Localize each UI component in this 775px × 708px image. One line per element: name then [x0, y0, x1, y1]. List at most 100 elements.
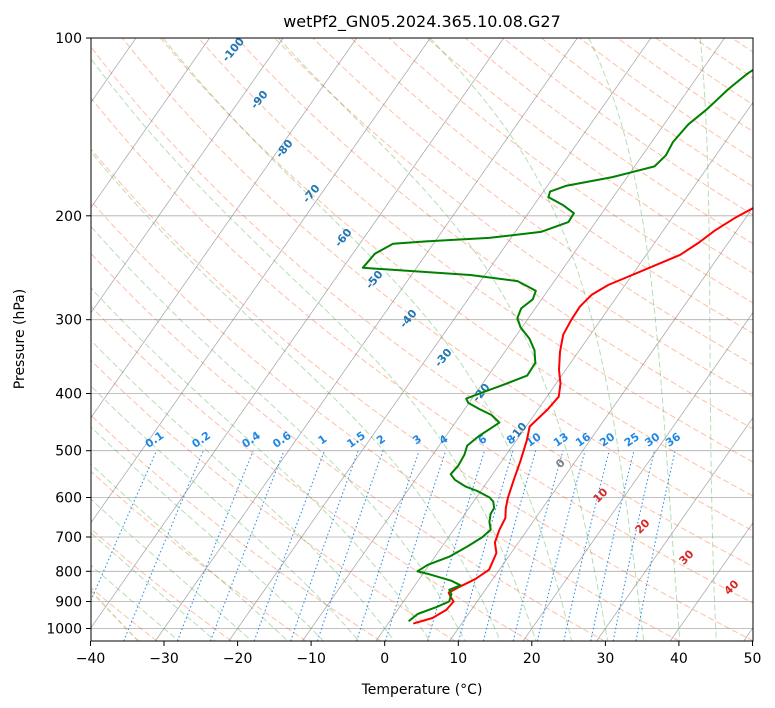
- moist-adiabat-line: [429, 38, 645, 641]
- y-tick-label: 500: [55, 444, 82, 460]
- mixing-ratio-line: [176, 450, 254, 641]
- mixing-ratio-label: 16: [573, 430, 593, 450]
- moist-adiabat-line: [91, 151, 501, 641]
- dry-adiabat-line: [91, 305, 531, 641]
- dry-adiabat-line: [617, 38, 753, 133]
- plot-area: 0.1 0.2 0.4 0.6 1 1.5 2 3 4 6 8 10 13 16 20 25 30 36-100-…: [0, 35, 753, 641]
- x-axis: −40 −30 −20 −10 0 10 20 30 40 50: [76, 641, 762, 667]
- y-axis: 100 200 300 400 500 600 700 800 900 1000: [46, 31, 91, 638]
- isotherm-line: [302, 38, 725, 641]
- dry-adiabat-line: [91, 200, 680, 641]
- mixing-ratio-label: 4: [437, 432, 451, 447]
- dry-adiabat-line: [0, 38, 8, 641]
- mixing-ratio-line: [458, 450, 514, 641]
- moist-adiabat-line: [91, 426, 324, 641]
- dry-adiabat-line: [91, 414, 381, 641]
- dry-adiabat-line: [91, 252, 605, 641]
- mixing-ratio-label: 0.2: [190, 429, 213, 451]
- y-tick-label: 400: [55, 387, 82, 403]
- x-tick-label: −40: [76, 651, 106, 667]
- moist-adiabat-line: [91, 463, 289, 641]
- isotherm-line: [669, 522, 753, 641]
- x-tick-label: 50: [744, 651, 762, 667]
- dry-adiabat-line: [350, 38, 753, 335]
- mixing-ratio-label: 0.1: [143, 429, 166, 451]
- x-tick-label: 0: [380, 651, 389, 667]
- dry-adiabat-line: [91, 470, 307, 641]
- mixing-ratio-label: 25: [622, 430, 642, 449]
- moist-adiabat-line: [91, 532, 216, 641]
- y-tick-label: 600: [55, 491, 82, 507]
- dry-adiabat-line: [579, 38, 753, 160]
- dry-adiabat-line: [91, 46, 753, 568]
- mixing-ratio-label: 13: [551, 430, 571, 449]
- moist-adiabat-line: [91, 498, 252, 641]
- mixing-ratio-line: [123, 450, 204, 641]
- dewpoint-profile-line: [361, 68, 753, 622]
- dry-adiabat-line: [388, 38, 753, 304]
- x-tick-label: −30: [149, 651, 179, 667]
- mixing-ratio-line: [356, 450, 420, 641]
- isotherm-line: [596, 416, 753, 641]
- dry-adiabat-label: -90: [248, 88, 271, 112]
- mixing-ratio-label: 0.4: [239, 429, 263, 451]
- dry-adiabat-label: -60: [332, 226, 355, 250]
- isotherm-line: [91, 38, 284, 314]
- dry-adiabat-line: [541, 38, 753, 188]
- mixing-ratio-line: [91, 450, 157, 602]
- moist-adiabat-line: [91, 225, 466, 641]
- x-tick-label: 20: [523, 651, 541, 667]
- x-tick-label: 30: [596, 651, 614, 667]
- isotherm-line: [0, 38, 63, 641]
- mixing-ratio-line: [316, 450, 384, 641]
- dry-adiabat-line: [91, 148, 753, 641]
- chart-title: wetPf2_GN05.2024.365.10.08.G27: [283, 12, 561, 32]
- isotherm-line: [449, 206, 753, 641]
- moist-adiabat-line: [162, 38, 573, 641]
- sounding-profiles: [361, 68, 753, 625]
- mixing-ratio-line: [290, 450, 359, 641]
- mixing-ratio-line: [253, 450, 325, 641]
- x-tick-label: −10: [296, 651, 326, 667]
- dry-adiabat-label: -40: [397, 307, 420, 331]
- x-tick-label: 10: [449, 651, 467, 667]
- y-tick-label: 1000: [46, 622, 82, 638]
- mixing-ratio-line: [427, 450, 485, 641]
- mixing-ratio-line: [563, 450, 610, 641]
- moist-adiabat-label: 20: [633, 516, 653, 536]
- moist-adiabat-line: [588, 38, 681, 641]
- isotherm-line: [154, 38, 578, 641]
- x-tick-label: 40: [670, 651, 688, 667]
- mixing-ratio-label: 2: [374, 432, 388, 447]
- x-tick-label: −20: [223, 651, 253, 667]
- moist-adiabat-line: [91, 57, 537, 641]
- dry-adiabat-line: [160, 38, 753, 497]
- moist-adiabat-line: [91, 385, 360, 641]
- dry-adiabat-label: -100: [219, 35, 247, 65]
- mixing-ratio-line: [536, 450, 586, 641]
- y-axis-label: Pressure (hPa): [12, 289, 28, 389]
- adiabat-lines: [0, 38, 753, 641]
- x-axis-label: Temperature (°C): [361, 682, 483, 698]
- moist-adiabat-line: [699, 38, 717, 641]
- isotherm-line: [91, 38, 358, 419]
- mixing-ratio-line: [384, 450, 447, 641]
- moist-adiabat-label: 40: [722, 577, 742, 597]
- dry-adiabat-line: [198, 38, 753, 463]
- y-tick-label: 900: [55, 595, 82, 611]
- dry-adiabat-label: -70: [300, 182, 323, 206]
- y-tick-label: 800: [55, 564, 82, 580]
- moist-adiabat-line: [91, 287, 431, 641]
- dry-adiabat-line: [91, 97, 753, 604]
- dry-adiabat-line: [91, 589, 139, 641]
- dry-adiabat-line: [91, 587, 158, 641]
- dry-adiabat-label: -80: [273, 137, 296, 161]
- mixing-ratio-line: [210, 450, 285, 641]
- moist-adiabat-line: [91, 564, 180, 641]
- moist-adiabat-line: [91, 339, 395, 641]
- y-tick-label: 200: [55, 209, 82, 225]
- mixing-ratio-line: [482, 450, 537, 641]
- dry-adiabat-line: [274, 38, 753, 397]
- mixing-ratio-label: 1: [316, 432, 330, 447]
- plot-frame: [90, 37, 754, 642]
